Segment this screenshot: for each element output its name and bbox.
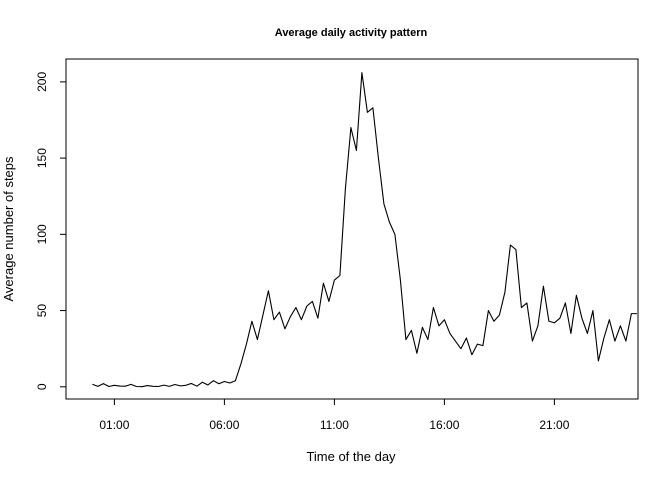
y-tick-label-1: 50 [35, 304, 49, 318]
y-tick-label-0: 0 [35, 383, 49, 390]
x-axis-label: Time of the day [306, 449, 396, 464]
x-tick-label-1: 06:00 [209, 418, 239, 432]
x-tick-label-0: 01:00 [99, 418, 129, 432]
series-layer [92, 72, 637, 388]
y-axis-label: Average number of steps [1, 156, 16, 302]
series-line-0 [92, 72, 637, 388]
y-tick-label-2: 100 [35, 224, 49, 244]
x-tick-label-4: 21:00 [539, 418, 569, 432]
x-tick-label-3: 16:00 [429, 418, 459, 432]
y-tick-label-3: 150 [35, 148, 49, 168]
plot-frame [65, 58, 639, 400]
chart-title: Average daily activity pattern [275, 27, 428, 39]
x-tick-label-2: 11:00 [320, 418, 349, 432]
y-axis: 0 50 100 150 200 [35, 72, 66, 390]
x-axis: 01:00 06:00 11:00 16:00 21:00 [99, 399, 570, 432]
y-tick-label-4: 200 [35, 72, 49, 92]
